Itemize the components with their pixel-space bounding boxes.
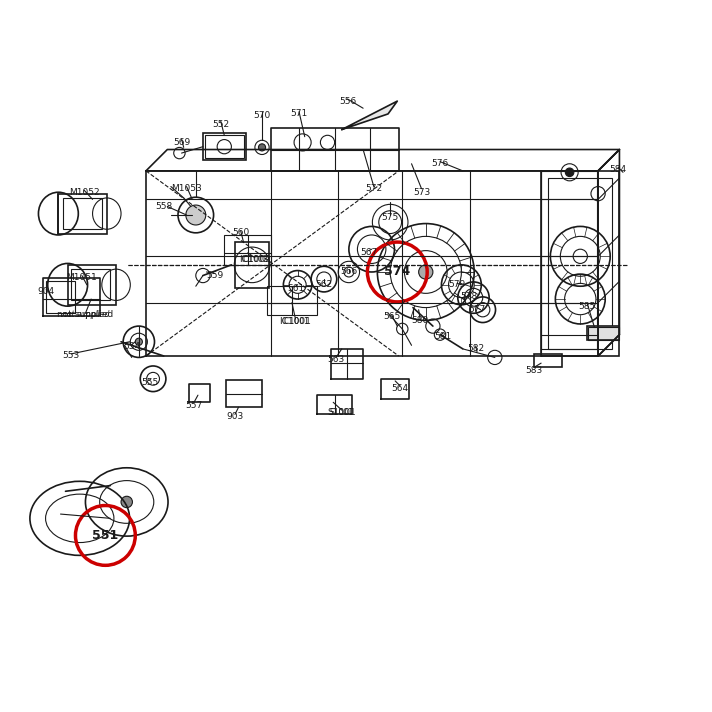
Circle shape [565, 168, 574, 177]
Text: 561: 561 [287, 284, 304, 293]
Bar [588, 327, 619, 340]
Text: 571: 571 [290, 110, 308, 118]
Bar [534, 354, 562, 367]
Bar [226, 380, 262, 407]
Bar [587, 326, 619, 340]
Text: 580: 580 [412, 316, 429, 325]
Text: IC1002: IC1002 [241, 256, 268, 264]
Text: 564: 564 [392, 384, 409, 392]
Circle shape [258, 144, 266, 151]
Text: 584: 584 [609, 165, 627, 174]
Text: 559: 559 [206, 271, 224, 280]
Text: 570: 570 [253, 111, 271, 120]
Text: S1001: S1001 [328, 409, 356, 417]
Text: 566: 566 [340, 268, 357, 276]
Text: IC1002: IC1002 [239, 256, 271, 264]
Bar [58, 194, 107, 234]
Text: 904: 904 [38, 288, 55, 296]
Text: 581: 581 [434, 332, 451, 340]
Text: S1001: S1001 [330, 409, 354, 417]
Text: not supplied: not supplied [62, 310, 109, 319]
Text: 576: 576 [431, 159, 449, 168]
Bar [541, 171, 597, 349]
Text: 556: 556 [339, 97, 356, 105]
Text: 578: 578 [460, 293, 477, 301]
Bar [235, 242, 269, 288]
Text: 573: 573 [413, 188, 430, 197]
Text: 582: 582 [467, 345, 484, 353]
Text: IC1001: IC1001 [280, 318, 311, 326]
Text: 557: 557 [185, 402, 202, 410]
Bar [46, 281, 75, 313]
Bar [63, 198, 102, 229]
Text: 563: 563 [328, 355, 345, 364]
Text: 554: 554 [123, 342, 140, 351]
Text: 903: 903 [226, 412, 244, 421]
Text: M1051: M1051 [66, 273, 98, 282]
Text: 567: 567 [360, 248, 377, 257]
Circle shape [121, 496, 132, 508]
Text: 577: 577 [468, 305, 486, 314]
Text: 553: 553 [63, 352, 80, 360]
Circle shape [419, 265, 433, 279]
Bar [203, 133, 246, 160]
Text: 562: 562 [315, 281, 333, 289]
Text: 558: 558 [155, 202, 172, 211]
Bar [71, 269, 110, 300]
Text: 572: 572 [365, 184, 382, 193]
Bar [267, 286, 317, 315]
Text: M1052: M1052 [68, 188, 100, 197]
Text: 575: 575 [382, 213, 399, 221]
Text: 569: 569 [173, 138, 190, 147]
Text: IC1001: IC1001 [282, 318, 309, 326]
Text: 560: 560 [232, 229, 249, 237]
Text: 574: 574 [384, 266, 410, 278]
Text: M1053: M1053 [171, 184, 202, 193]
Bar [541, 171, 619, 356]
Text: 565: 565 [383, 313, 400, 321]
Circle shape [186, 205, 206, 225]
Text: 583: 583 [525, 366, 543, 375]
Text: not supplied: not supplied [57, 310, 114, 319]
Text: 552: 552 [212, 120, 229, 129]
Text: 585: 585 [579, 302, 596, 310]
Bar [205, 135, 244, 158]
Bar [548, 178, 612, 349]
Text: 555: 555 [141, 378, 158, 387]
Bar [68, 265, 116, 305]
Bar [224, 235, 271, 265]
Circle shape [135, 338, 142, 345]
Polygon shape [342, 101, 397, 130]
Text: 551: 551 [93, 529, 118, 542]
Text: 579: 579 [449, 281, 466, 289]
